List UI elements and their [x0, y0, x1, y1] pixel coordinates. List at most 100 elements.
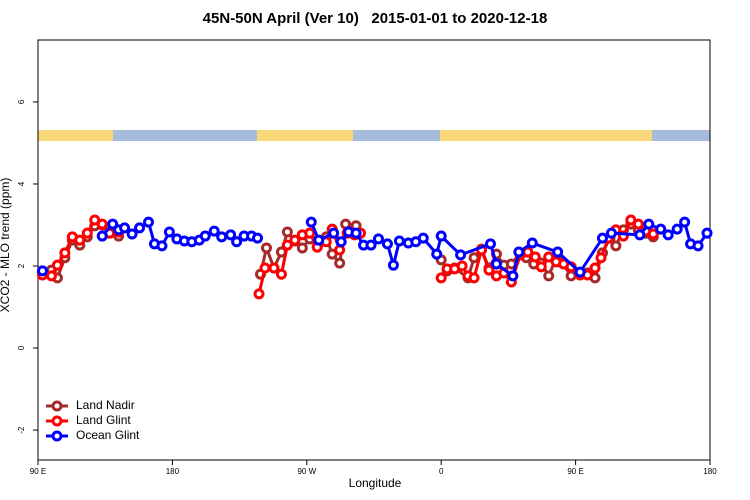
point — [208, 225, 220, 237]
point — [253, 288, 265, 300]
point — [701, 227, 713, 239]
point — [655, 223, 667, 235]
point — [632, 218, 644, 230]
point — [45, 270, 57, 282]
point — [393, 235, 405, 247]
point — [305, 216, 317, 228]
point — [296, 242, 308, 254]
point — [59, 247, 71, 259]
point — [595, 252, 607, 264]
point — [605, 227, 617, 239]
point — [334, 244, 346, 256]
chart-title: 45N-50N April (Ver 10) 2015-01-01 to 202… — [203, 10, 548, 27]
point — [431, 248, 443, 260]
point — [313, 234, 325, 246]
y-tick-label: 6 — [17, 99, 26, 104]
point — [259, 262, 271, 274]
point — [490, 258, 502, 270]
point — [163, 226, 175, 238]
y-tick-label: 4 — [17, 181, 26, 186]
point — [96, 230, 108, 242]
point — [225, 229, 237, 241]
point — [671, 223, 683, 235]
point — [574, 266, 586, 278]
point — [455, 249, 467, 261]
point — [435, 272, 447, 284]
point — [679, 216, 691, 228]
point — [260, 242, 272, 254]
point — [589, 262, 601, 274]
point — [372, 233, 384, 245]
point — [484, 238, 496, 250]
point — [483, 264, 495, 276]
point — [268, 262, 280, 274]
legend-marker — [51, 400, 63, 412]
point — [304, 227, 316, 239]
y-tick-label: 2 — [17, 263, 26, 268]
point — [610, 240, 622, 252]
point — [350, 227, 362, 239]
point — [281, 226, 293, 238]
x-axis-label: Longitude — [349, 476, 402, 490]
point — [468, 252, 480, 264]
y-axis-label: XCO2 - MLO trend (ppm) — [0, 178, 12, 313]
point — [387, 259, 399, 271]
x-tick-label: 180 — [166, 467, 180, 476]
point — [513, 246, 525, 258]
y-tick-label: 0 — [17, 345, 26, 350]
legend-marker — [51, 430, 63, 442]
point — [468, 272, 480, 284]
point — [51, 259, 63, 271]
x-tick-label: 90 E — [30, 467, 46, 476]
point — [662, 229, 674, 241]
x-tick-label: 90 W — [297, 467, 316, 476]
point — [143, 216, 155, 228]
point — [435, 230, 447, 242]
point — [334, 257, 346, 269]
plot-frame — [37, 39, 711, 461]
point — [596, 232, 608, 244]
point — [692, 240, 704, 252]
point — [74, 234, 86, 246]
x-tick-label: 180 — [703, 467, 717, 476]
point — [289, 234, 301, 246]
point — [126, 228, 138, 240]
point — [134, 222, 146, 234]
point — [81, 227, 93, 239]
x-tick-label: 90 E — [567, 467, 583, 476]
point — [216, 231, 228, 243]
point — [335, 236, 347, 248]
land-ocean-strip — [38, 130, 710, 141]
point — [535, 261, 547, 273]
legend-label: Ocean Glint — [76, 428, 140, 442]
point — [281, 239, 293, 251]
point — [328, 227, 340, 239]
point — [543, 251, 555, 263]
point — [507, 270, 519, 282]
y-tick-label: -2 — [17, 426, 26, 434]
x-tick-label: 0 — [439, 467, 444, 476]
point — [526, 237, 538, 249]
point — [565, 270, 577, 282]
point — [275, 268, 287, 280]
point — [417, 232, 429, 244]
point — [381, 238, 393, 250]
point — [552, 246, 564, 258]
point — [543, 270, 555, 282]
point — [634, 229, 646, 241]
point — [647, 228, 659, 240]
point — [643, 218, 655, 230]
point — [231, 236, 243, 248]
point — [119, 222, 131, 234]
legend-marker — [51, 415, 63, 427]
point — [365, 239, 377, 251]
point — [199, 230, 211, 242]
point — [529, 251, 541, 263]
legend-label: Land Nadir — [76, 398, 135, 412]
point — [456, 260, 468, 272]
point — [36, 265, 48, 277]
point — [252, 232, 264, 244]
legend-label: Land Glint — [76, 413, 131, 427]
point — [96, 218, 108, 230]
